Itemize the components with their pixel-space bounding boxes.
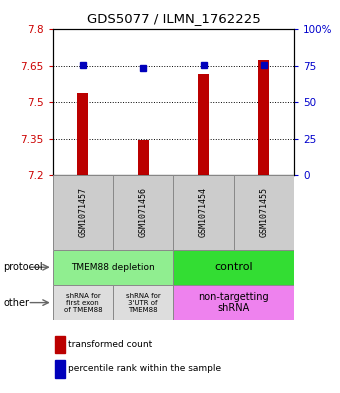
Text: other: other bbox=[3, 298, 29, 308]
Text: GSM1071457: GSM1071457 bbox=[79, 187, 87, 237]
Text: transformed count: transformed count bbox=[68, 340, 153, 349]
Text: TMEM88 depletion: TMEM88 depletion bbox=[71, 263, 155, 272]
Bar bbox=[53, 250, 173, 285]
Text: control: control bbox=[215, 262, 253, 272]
Text: GSM1071454: GSM1071454 bbox=[199, 187, 208, 237]
Text: protocol: protocol bbox=[3, 262, 43, 272]
Text: GSM1071455: GSM1071455 bbox=[259, 187, 268, 237]
Text: shRNA for
first exon
of TMEM88: shRNA for first exon of TMEM88 bbox=[64, 293, 102, 312]
Bar bbox=[53, 175, 113, 250]
Title: GDS5077 / ILMN_1762225: GDS5077 / ILMN_1762225 bbox=[86, 13, 260, 26]
Text: GSM1071456: GSM1071456 bbox=[139, 187, 148, 237]
Bar bbox=[234, 175, 294, 250]
Bar bbox=[78, 93, 88, 175]
Bar bbox=[173, 285, 294, 320]
Bar bbox=[113, 175, 173, 250]
Bar bbox=[53, 285, 113, 320]
Bar bbox=[258, 61, 269, 175]
Bar bbox=[55, 360, 65, 378]
Text: non-targetting
shRNA: non-targetting shRNA bbox=[199, 292, 269, 313]
Bar bbox=[173, 175, 234, 250]
Text: percentile rank within the sample: percentile rank within the sample bbox=[68, 364, 222, 373]
Bar bbox=[113, 285, 173, 320]
Text: shRNA for
3'UTR of
TMEM88: shRNA for 3'UTR of TMEM88 bbox=[126, 293, 160, 312]
Bar bbox=[55, 336, 65, 353]
Bar bbox=[198, 73, 209, 175]
Bar bbox=[138, 140, 149, 175]
Bar bbox=[173, 250, 294, 285]
